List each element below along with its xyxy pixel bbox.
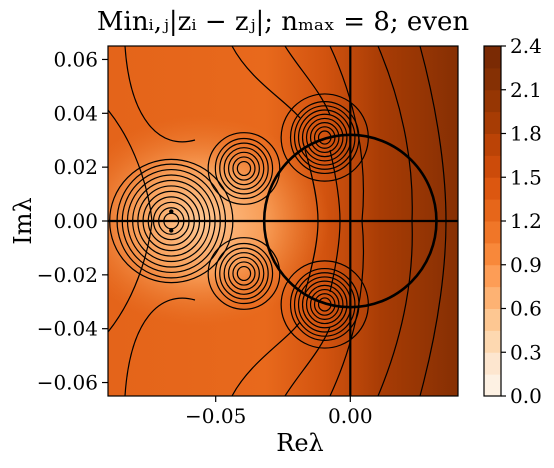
- contour-ring: [309, 122, 340, 154]
- x-tick-label: 0.00: [328, 404, 373, 428]
- contour-ring: [313, 293, 336, 316]
- contour-ring-outer: [207, 237, 281, 310]
- colorbar-band: [484, 352, 501, 375]
- contour-ring: [223, 252, 265, 295]
- y-axis: 0.06 0.04 0.02 0.00 −0.02 −0.04 −0.06: [37, 47, 108, 395]
- contour-line-background: [124, 46, 196, 143]
- contour-ring: [313, 126, 336, 149]
- contour-ring: [293, 105, 356, 170]
- contour-ring-outer: [207, 132, 281, 205]
- colorbar-tick-label: 2.1: [510, 78, 542, 102]
- colorbar-band: [484, 111, 501, 134]
- colorbar-band: [484, 177, 501, 200]
- y-tick-label: −0.02: [37, 263, 98, 287]
- x-axis-label: Reλ: [276, 429, 323, 457]
- colorbar-band: [484, 89, 501, 113]
- colorbar-band: [484, 286, 501, 309]
- y-tick-label: 0.06: [53, 47, 98, 71]
- contour-ring: [236, 265, 252, 282]
- center-marker: [169, 209, 174, 214]
- contour-ring: [214, 242, 274, 305]
- contour-ring: [214, 137, 274, 200]
- x-axis: −0.05 0.00: [185, 396, 373, 428]
- contour-ring: [227, 151, 260, 186]
- chart-title: Minᵢ,ⱼ|zᵢ − zⱼ|; nₘₐₓ = 8; even: [97, 7, 469, 37]
- colorbar-tick-label: 0.3: [510, 340, 542, 364]
- colorbar-band: [484, 221, 501, 244]
- contour-ring: [219, 247, 269, 300]
- colorbar-band: [484, 308, 501, 331]
- plot-area: [107, 45, 459, 397]
- y-tick-label: 0.04: [53, 101, 98, 125]
- y-tick-label: −0.04: [37, 317, 98, 341]
- contour-ring: [305, 117, 344, 158]
- contour-ring: [232, 156, 256, 181]
- contour-ring: [309, 288, 340, 320]
- colorbar-band: [484, 46, 501, 69]
- colorbar-band: [484, 67, 501, 91]
- y-tick-label: −0.06: [37, 371, 98, 395]
- contour-ring: [236, 160, 252, 177]
- contour-ring: [223, 147, 265, 190]
- colorbar-band: [484, 374, 501, 397]
- colorbar-band: [484, 199, 501, 222]
- contour-line-background: [284, 46, 331, 116]
- colorbar-tick-label: 0.0: [510, 384, 542, 408]
- contour-ring: [305, 284, 344, 325]
- colorbar-band: [484, 264, 501, 288]
- colorbar-band: [484, 330, 501, 353]
- colorbar-tick-label: 1.8: [510, 122, 542, 146]
- contour-ring: [289, 101, 360, 175]
- contour-line-background: [284, 326, 331, 396]
- contour-ring: [289, 267, 360, 341]
- center-marker: [169, 228, 174, 233]
- contour-ring: [232, 261, 256, 286]
- colorbar-band: [484, 155, 501, 178]
- contour-ring: [227, 256, 260, 291]
- y-tick-label: 0.00: [53, 209, 98, 233]
- contour-ring: [293, 272, 356, 337]
- colorbar-tick-label: 0.6: [510, 297, 542, 321]
- colorbar-tick-label: 1.5: [510, 165, 542, 189]
- contour-ring: [219, 142, 269, 195]
- contour-line-background: [231, 321, 301, 396]
- contour-line-background: [231, 46, 301, 119]
- contour-ring: [301, 280, 348, 329]
- colorbar-tick-label: 0.9: [510, 253, 542, 277]
- y-tick-label: 0.02: [53, 155, 98, 179]
- contour-line-background: [124, 297, 196, 396]
- y-axis-label: Imλ: [9, 197, 37, 244]
- colorbar-band: [484, 242, 501, 266]
- colorbar-tick-label: 1.2: [510, 209, 542, 233]
- contour-ring: [301, 113, 348, 162]
- colorbar-band: [484, 133, 501, 156]
- colorbar: 2.4 2.1 1.8 1.5 1.2 0.9 0.6 0.3 0.0: [483, 34, 542, 408]
- x-tick-label: −0.05: [185, 404, 246, 428]
- colorbar-tick-label: 2.4: [510, 34, 542, 58]
